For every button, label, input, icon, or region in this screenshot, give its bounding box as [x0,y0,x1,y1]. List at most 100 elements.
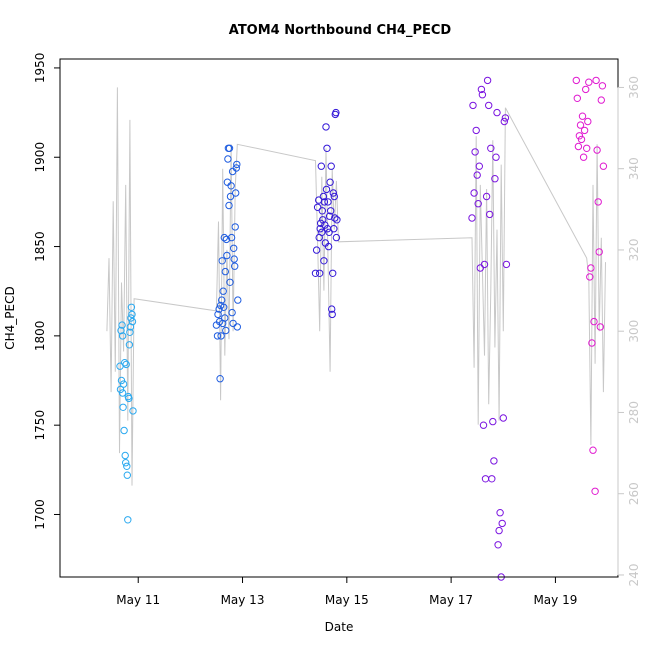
data-point [478,91,487,99]
secondary-series-line [106,87,606,486]
data-point [500,117,508,126]
right-y-tick-label: 280 [627,401,641,424]
data-point [118,332,127,340]
data-point [579,153,588,161]
data-point [584,117,592,126]
data-point [118,389,127,397]
data-point [479,421,488,429]
data-point [223,251,231,260]
data-point [317,162,325,170]
data-point [483,76,492,85]
data-point [585,78,593,86]
data-point [476,264,484,272]
plot-frame [59,58,619,578]
y-tick-label: 1850 [33,231,47,262]
data-point [488,475,496,483]
data-point [231,262,239,270]
data-point [218,296,226,304]
data-point [224,155,232,163]
data-point [592,76,600,85]
data-point [501,114,510,122]
y-axis-label: CH4_PECD [3,286,17,349]
data-point [332,108,340,117]
y-tick-label: 1800 [33,321,47,352]
data-point [576,121,585,129]
data-point [322,123,330,131]
data-point [232,164,241,172]
data-point [596,323,604,331]
data-point [122,459,130,467]
data-point [489,417,497,426]
data-point [124,516,132,524]
data-point [470,189,478,197]
data-point [129,407,137,415]
data-point [468,214,476,222]
data-point [230,244,238,253]
data-point [582,85,590,94]
data-point [230,255,238,263]
data-point [119,403,127,411]
data-point [587,264,595,272]
data-point [117,326,125,335]
data-point [320,257,328,265]
data-point [125,341,134,349]
data-point [588,339,596,347]
data-point [475,162,483,170]
data-point [333,216,341,224]
data-point [495,526,503,535]
data-point [486,210,494,219]
data-point [332,233,341,242]
data-point [227,233,236,242]
data-point [123,462,131,470]
data-point [493,108,501,117]
data-point [221,314,229,322]
data-point [222,235,231,244]
data-point [214,310,222,319]
data-point [225,201,233,210]
y-axis: 1700 1750 1800 1850 1900 1950 [33,53,61,530]
data-point [322,185,331,194]
data-point [329,189,337,197]
data-point [577,135,586,144]
data-point [330,192,338,201]
right-y-tick-label: 240 [627,564,641,587]
data-point [481,475,490,483]
data-point [312,246,321,254]
data-point [127,303,136,311]
data-point [324,242,333,251]
data-point [232,189,240,197]
data-point [319,192,328,201]
data-point [220,303,228,311]
right-y-tick-label: 360 [627,76,641,99]
data-point [480,260,489,269]
right-y-tick-label: 340 [627,157,641,180]
data-point [326,178,334,186]
data-point [318,207,326,215]
data-point [499,414,507,422]
data-point [472,126,480,135]
data-point [325,228,333,237]
data-point [327,162,335,170]
data-point [126,328,134,336]
data-point [590,317,598,326]
data-point [589,446,597,454]
data-point [227,182,235,190]
x-tick-label: May 15 [325,593,369,607]
data-point [477,85,486,94]
data-point [225,144,234,153]
data-point [578,112,587,120]
right-y-axis: 240 260 280 300 320 340 360 [617,76,641,587]
data-point [117,376,126,385]
data-point [120,426,128,435]
data-point [595,248,603,256]
data-point [217,332,225,340]
secondary-line [106,87,606,486]
data-point [119,380,128,388]
data-point [233,160,241,169]
data-point [316,269,324,277]
y-tick-label: 1750 [33,410,47,441]
data-point [121,451,129,460]
data-point [572,76,580,85]
data-point [328,305,336,313]
right-y-tick-label: 300 [627,320,641,343]
